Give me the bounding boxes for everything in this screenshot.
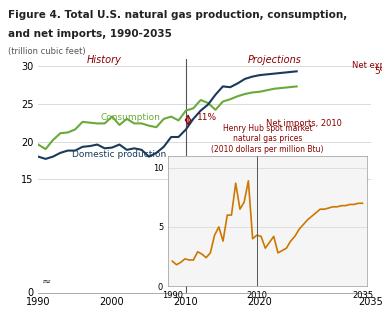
Text: Domestic production: Domestic production: [72, 150, 167, 159]
Text: Projections: Projections: [248, 55, 301, 65]
Text: History: History: [87, 55, 122, 65]
Title: Henry Hub spot market
natural gas prices
(2010 dollars per million Btu): Henry Hub spot market natural gas prices…: [211, 124, 324, 154]
Text: 5%: 5%: [374, 67, 382, 76]
Text: (trillion cubic feet): (trillion cubic feet): [8, 47, 85, 56]
Text: 11%: 11%: [197, 113, 217, 123]
Text: ≈: ≈: [42, 277, 51, 287]
Text: Net imports, 2010: Net imports, 2010: [266, 119, 342, 128]
Text: Net exports, 2035: Net exports, 2035: [352, 60, 382, 70]
Text: Consumption: Consumption: [100, 113, 160, 123]
Text: Figure 4. Total U.S. natural gas production, consumption,: Figure 4. Total U.S. natural gas product…: [8, 10, 347, 20]
Text: and net imports, 1990-2035: and net imports, 1990-2035: [8, 29, 172, 39]
